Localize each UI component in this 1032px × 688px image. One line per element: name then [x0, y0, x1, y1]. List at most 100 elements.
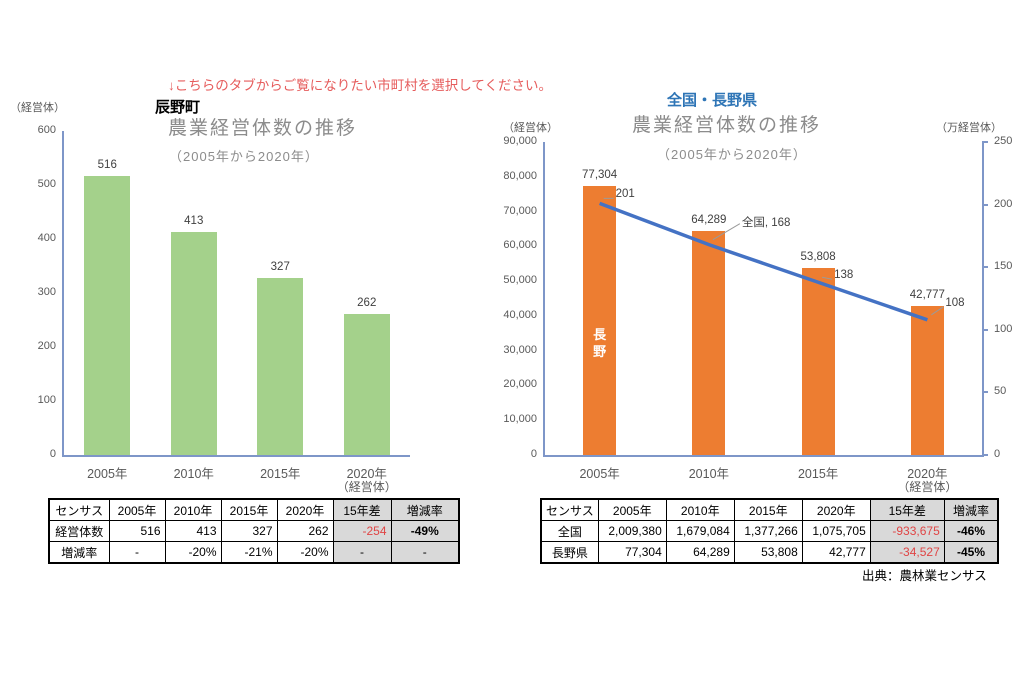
column-header: センサス [48, 498, 110, 521]
bar [170, 231, 217, 455]
table-cell: 64,289 [665, 541, 735, 564]
y-tick-mark [982, 141, 988, 143]
line-point-label: 全国, 168 [741, 216, 791, 229]
y-tick-label: 100 [994, 322, 1013, 335]
line-point-label: 108 [945, 296, 965, 309]
column-header: 2015年 [733, 498, 803, 521]
column-header: 増減率 [390, 498, 460, 521]
table-header-row: センサス 2005年 2010年 2015年 2020年 15年差 増減率 [48, 498, 460, 521]
y-tick-mark [982, 328, 988, 331]
bar-value-label: 262 [357, 296, 377, 309]
y-tick-label: 150 [994, 260, 1013, 273]
bar [257, 278, 304, 455]
source-note: 出典：農林業センサス [862, 569, 987, 583]
bar-value-label: 413 [184, 214, 204, 227]
bar [84, 176, 131, 455]
table-header-row: センサス 2005年 2010年 2015年 2020年 15年差 増減率 [540, 498, 999, 521]
table-cell: - [390, 541, 460, 564]
y-tick-label: 70,000 [503, 204, 537, 217]
left-chart-subtitle: （2005年から2020年） [169, 149, 319, 164]
x-tick-label: 2010年 [173, 467, 214, 481]
column-header: 2020年 [801, 498, 871, 521]
table-cell: -20% [164, 541, 222, 564]
y-tick-label: 500 [37, 178, 56, 190]
left-chart-plot-area: 0 100 200 300 400 500 600 516 413 327 262 2005年 2010… [38, 124, 410, 494]
x-tick-label: 2015年 [797, 467, 839, 481]
y-tick-label: 300 [37, 286, 56, 298]
table-cell: - [332, 541, 392, 564]
national-nagano-summary-table: センサス 2005年 2010年 2015年 2020年 15年差 増減率 全国 2,009,3… [540, 498, 1000, 564]
y-tick-label: 0 [530, 448, 537, 460]
left-chart-title: 農業経営体数の推移 [168, 118, 358, 139]
table-cell: -45% [943, 541, 999, 564]
x-tick-label: 2005年 [87, 467, 128, 481]
row-label: 経営体数 [48, 520, 110, 542]
column-header: 2005年 [108, 498, 166, 521]
table-row: 全国 2,009,380 1,679,084 1,377,266 1,075,705 -9… [540, 520, 999, 542]
y-tick-label: 250 [994, 135, 1013, 147]
table-cell: 262 [276, 520, 334, 542]
table-cell: - [108, 541, 166, 564]
bar [343, 313, 390, 455]
bar-value-label: 77,304 [582, 169, 618, 182]
table-row: 増減率 - -20% -21% -20% - - [48, 541, 460, 564]
y-tick-label: 200 [994, 197, 1013, 210]
left-chart-region-label: 辰野町 [155, 99, 201, 116]
right-chart-region-label: 全国・長野県 [667, 92, 758, 109]
x-axis-unit-note: （経営体） [336, 480, 397, 494]
table-cell: -20% [276, 541, 334, 564]
y-tick-label: 30,000 [503, 343, 537, 356]
line-point-label: 138 [834, 269, 854, 282]
tab-select-instruction: ↓こちらのタブからご覧になりたい市町村を選択してください。 [168, 78, 552, 93]
y-tick-label: 80,000 [503, 169, 537, 182]
bar-value-label: 42,777 [909, 289, 945, 302]
x-tick-label: 2005年 [579, 467, 620, 481]
table-cell: 1,679,084 [665, 520, 735, 542]
bar-series-label: 長 野 [593, 326, 607, 359]
table-cell: -254 [332, 520, 392, 542]
table-cell: 77,304 [597, 541, 667, 564]
table-cell: -34,527 [869, 541, 945, 564]
y-tick-label: 50 [994, 385, 1007, 398]
table-cell: 53,808 [733, 541, 803, 564]
table-cell: 1,075,705 [801, 520, 871, 542]
y-tick-label: 200 [37, 340, 56, 352]
y-tick-label: 60,000 [503, 239, 537, 252]
right-chart-subtitle: （2005年から2020年） [657, 147, 807, 162]
line-point-label: 201 [615, 188, 635, 201]
table-cell: 413 [164, 520, 222, 542]
y-tick-label: 0 [994, 448, 1001, 460]
y-tick-mark [982, 266, 988, 269]
table-cell: -933,675 [869, 520, 945, 542]
y-tick-label: 0 [49, 448, 56, 460]
column-header: 増減率 [943, 498, 999, 521]
table-cell: 1,377,266 [733, 520, 803, 542]
column-header: 2005年 [597, 498, 667, 521]
y-tick-mark [982, 391, 988, 394]
column-header: 15年差 [869, 498, 945, 521]
x-axis-unit-note: （経営体） [897, 480, 958, 494]
column-header: 2015年 [220, 498, 278, 521]
bar [801, 267, 835, 455]
column-header: センサス [540, 498, 599, 521]
y-tick-label: 10,000 [503, 413, 537, 426]
y-tick-mark [982, 203, 988, 206]
tatsuno-summary-table: センサス 2005年 2010年 2015年 2020年 15年差 増減率 経営体数 516 41… [48, 498, 460, 564]
row-label: 長野県 [540, 541, 599, 564]
right-chart-right-axis-unit: （万経営体） [936, 122, 1002, 134]
y-tick-label: 90,000 [503, 135, 537, 147]
x-tick-label: 2020年 [907, 467, 948, 481]
table-cell: -49% [390, 520, 460, 542]
row-label: 全国 [540, 520, 599, 542]
table-cell: 2,009,380 [597, 520, 667, 542]
y-tick-label: 400 [37, 232, 56, 244]
column-header: 2020年 [276, 498, 334, 521]
bar-value-label: 53,808 [800, 250, 836, 263]
x-tick-label: 2010年 [688, 467, 730, 481]
left-chart-y-axis-unit: （経営体） [10, 102, 65, 114]
table-cell: 42,777 [801, 541, 871, 564]
table-cell: -21% [220, 541, 278, 564]
column-header: 2010年 [665, 498, 735, 521]
x-tick-label: 2015年 [260, 467, 301, 481]
